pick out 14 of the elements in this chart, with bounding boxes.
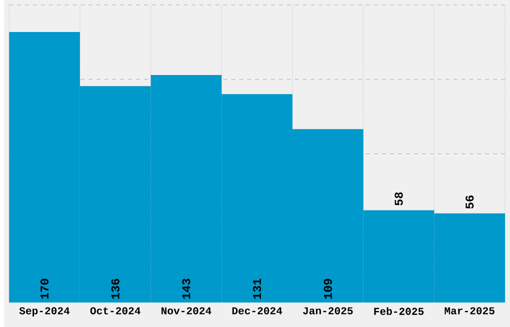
data-label: 143: [182, 278, 190, 299]
x-tick-label: Nov-2024: [162, 307, 212, 314]
data-label: 58: [394, 192, 403, 206]
x-tick-label: Oct-2024: [90, 307, 140, 314]
data-label: 56: [466, 195, 474, 208]
x-tick-label: Dec-2024: [232, 307, 282, 314]
x-tick-label: Sep-2024: [19, 307, 70, 316]
data-label: 170: [40, 278, 49, 299]
x-tick-label: Jan-2025: [303, 307, 353, 314]
data-label: 109: [324, 278, 332, 299]
x-tick-label: Feb-2025: [374, 307, 424, 315]
data-label: 131: [253, 278, 262, 299]
data-label: 136: [111, 278, 120, 299]
x-tick-label: Mar-2025: [444, 307, 494, 314]
